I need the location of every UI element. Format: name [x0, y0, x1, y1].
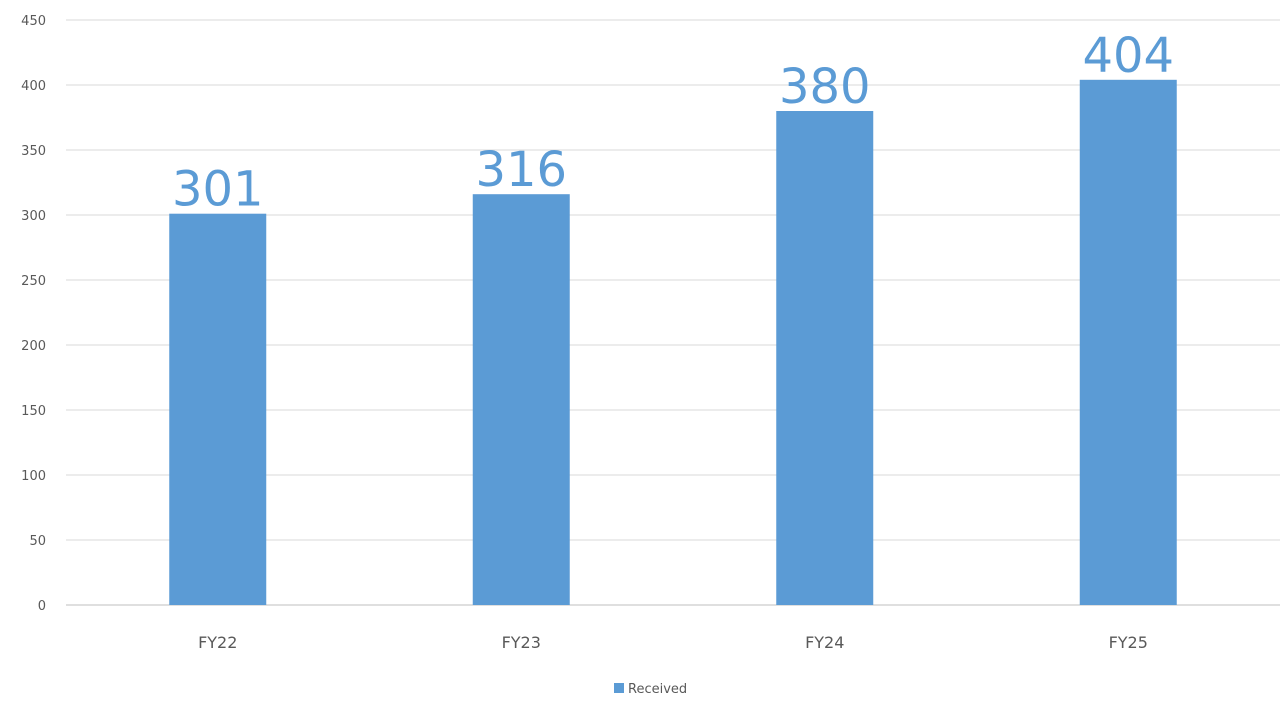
data-labels: 301 316 380 404	[172, 28, 1174, 218]
data-label: 404	[1082, 28, 1174, 84]
y-tick-label: 100	[21, 469, 46, 484]
data-label: 301	[172, 162, 264, 218]
bar-fy22	[169, 213, 267, 605]
gridlines	[66, 19, 1280, 606]
data-label: 380	[779, 59, 871, 115]
y-tick-label: 0	[38, 599, 46, 614]
y-axis: 0 50 100 150 200 250 300 350 400 450	[21, 14, 46, 614]
x-tick-label: FY22	[198, 633, 237, 652]
y-tick-label: 150	[21, 404, 46, 419]
y-tick-label: 400	[21, 79, 46, 94]
legend-label: Received	[628, 682, 687, 697]
y-tick-label: 450	[21, 14, 46, 29]
x-axis: FY22 FY23 FY24 FY25	[198, 633, 1148, 652]
y-tick-label: 350	[21, 144, 46, 159]
y-tick-label: 200	[21, 339, 46, 354]
legend-swatch	[614, 683, 624, 693]
bars	[169, 79, 1177, 606]
bar-fy24	[776, 111, 874, 605]
data-label: 316	[475, 142, 567, 198]
legend: Received	[614, 682, 687, 697]
y-tick-label: 50	[29, 534, 46, 549]
bar-fy23	[472, 194, 570, 605]
x-tick-label: FY25	[1109, 633, 1148, 652]
bar-fy25	[1079, 79, 1177, 606]
y-tick-label: 250	[21, 274, 46, 289]
x-tick-label: FY23	[502, 633, 541, 652]
y-tick-label: 300	[21, 209, 46, 224]
x-tick-label: FY24	[805, 633, 844, 652]
